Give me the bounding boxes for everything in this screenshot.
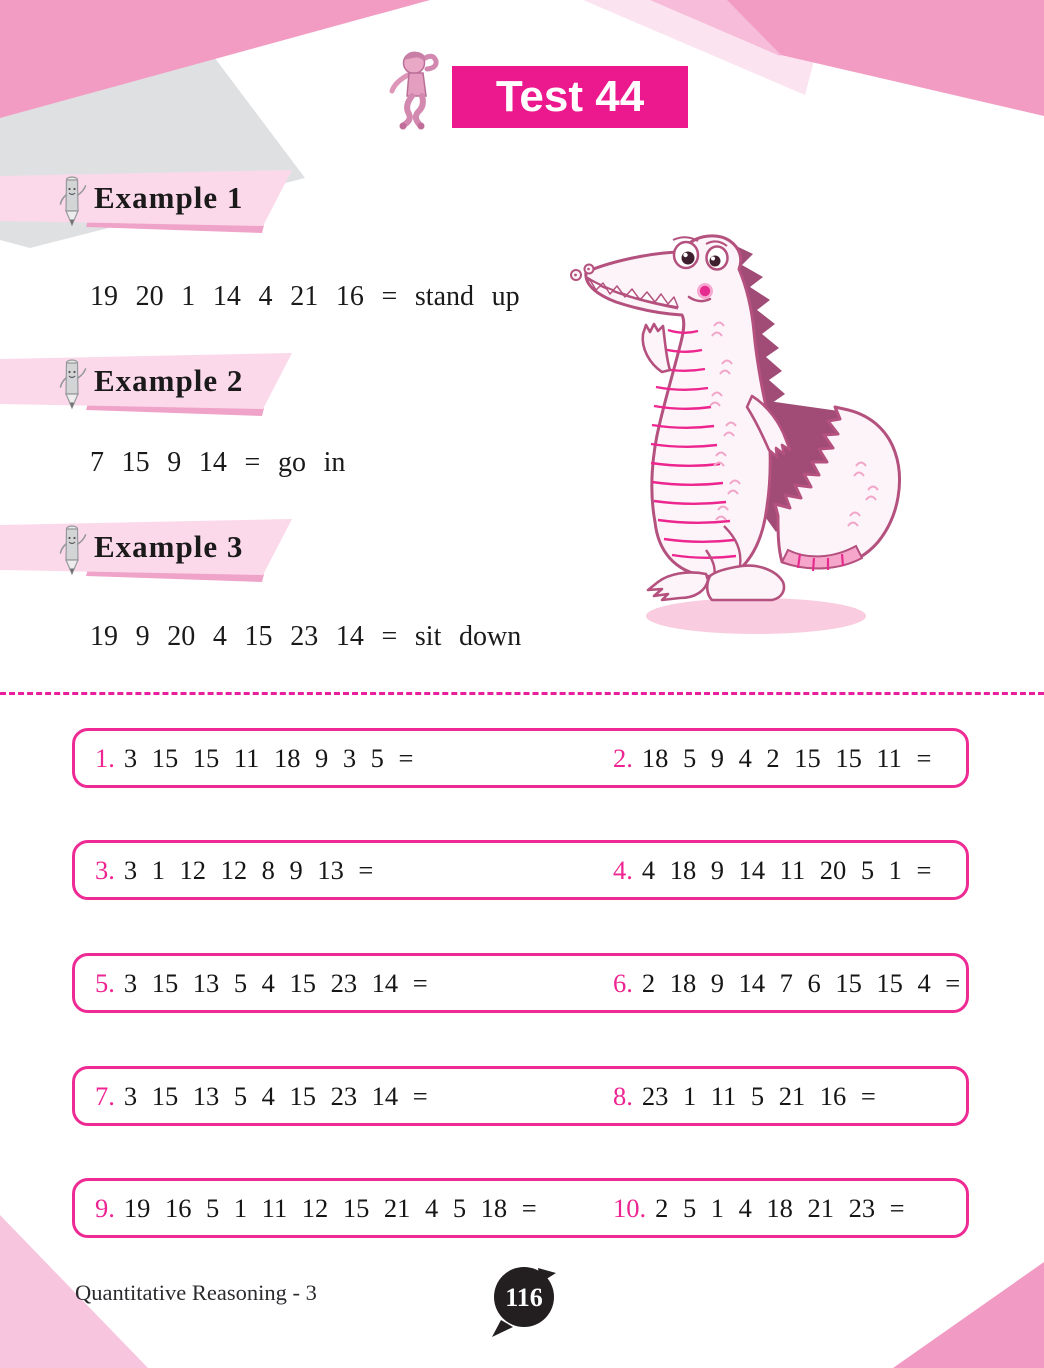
question-9: 9. 19 16 5 1 11 12 15 21 4 5 18 = [75, 1193, 593, 1224]
question-2: 2. 18 5 9 4 2 15 15 11 = [593, 743, 931, 774]
question-8: 8. 23 1 11 5 21 16 = [593, 1081, 876, 1112]
question-row-3: 5. 3 15 13 5 4 15 23 14 = 6. 2 18 9 14 7 6… [72, 953, 969, 1013]
question-3: 3. 3 1 12 12 8 9 13 = [75, 855, 593, 886]
question-1: 1. 3 15 15 11 18 9 3 5 = [75, 743, 593, 774]
question-7-text: 3 15 13 5 4 15 23 14 = [123, 1080, 428, 1111]
question-3-text: 3 1 12 12 8 9 13 = [123, 854, 374, 885]
question-6-text: 2 18 9 14 7 6 15 15 4 = [641, 967, 961, 998]
question-4-text: 4 18 9 14 11 20 5 1 = [641, 854, 932, 885]
question-row-1: 1. 3 15 15 11 18 9 3 5 = 2. 18 5 9 4 2 15 … [72, 728, 969, 788]
question-4-number: 4. [613, 854, 633, 885]
question-1-text: 3 15 15 11 18 9 3 5 = [123, 742, 414, 773]
question-10-number: 10. [613, 1192, 647, 1223]
example-3-banner: Example 3 [0, 519, 292, 585]
page-title: Test 44 [452, 66, 688, 128]
example-3-label: Example 3 [94, 529, 244, 564]
pencil-mascot-icon [59, 176, 87, 227]
question-5-text: 3 15 13 5 4 15 23 14 = [123, 967, 428, 998]
example-1-label: Example 1 [94, 180, 244, 215]
page-title-text: Test 44 [495, 72, 645, 121]
question-10-text: 2 5 1 4 18 21 23 = [655, 1192, 905, 1223]
example-1-text: 19 20 1 14 4 21 16 = stand up [90, 281, 520, 312]
question-9-number: 9. [95, 1192, 115, 1223]
question-9-text: 19 16 5 1 11 12 15 21 4 5 18 = [123, 1192, 537, 1223]
pencil-mascot-icon [59, 359, 87, 410]
question-8-text: 23 1 11 5 21 16 = [641, 1080, 876, 1111]
example-2-label: Example 2 [94, 363, 244, 398]
crocodile-illustration [570, 234, 901, 634]
page-number: 116 [505, 1283, 543, 1312]
question-6: 6. 2 18 9 14 7 6 15 15 4 = [593, 968, 960, 999]
question-row-2: 3. 3 1 12 12 8 9 13 = 4. 4 18 9 14 11 20 5… [72, 840, 969, 900]
question-5-number: 5. [95, 967, 115, 998]
question-4: 4. 4 18 9 14 11 20 5 1 = [593, 855, 931, 886]
question-row-5: 9. 19 16 5 1 11 12 15 21 4 5 18 = 10. 2 5 … [72, 1178, 969, 1238]
question-10: 10. 2 5 1 4 18 21 23 = [593, 1193, 905, 1224]
question-2-number: 2. [613, 742, 633, 773]
page-number-badge: 116 [492, 1267, 556, 1337]
question-5: 5. 3 15 13 5 4 15 23 14 = [75, 968, 593, 999]
footer-book-title: Quantitative Reasoning - 3 [75, 1280, 317, 1305]
pencil-mascot-icon [59, 525, 87, 576]
example-2-banner: Example 2 [0, 353, 292, 419]
question-7: 7. 3 15 13 5 4 15 23 14 = [75, 1081, 593, 1112]
question-row-4: 7. 3 15 13 5 4 15 23 14 = 8. 23 1 11 5 21 … [72, 1066, 969, 1126]
question-3-number: 3. [95, 854, 115, 885]
question-6-number: 6. [613, 967, 633, 998]
example-3-text: 19 9 20 4 15 23 14 = sit down [90, 621, 522, 652]
bottom-right-pink-decoration [893, 1262, 1044, 1368]
question-2-text: 18 5 9 4 2 15 15 11 = [641, 742, 932, 773]
example-2-text: 7 15 9 14 = go in [90, 447, 346, 478]
example-1-banner: Example 1 [0, 170, 292, 236]
jumping-kid-icon [389, 51, 439, 130]
question-8-number: 8. [613, 1080, 633, 1111]
question-1-number: 1. [95, 742, 115, 773]
question-7-number: 7. [95, 1080, 115, 1111]
dashed-divider [0, 692, 1044, 695]
